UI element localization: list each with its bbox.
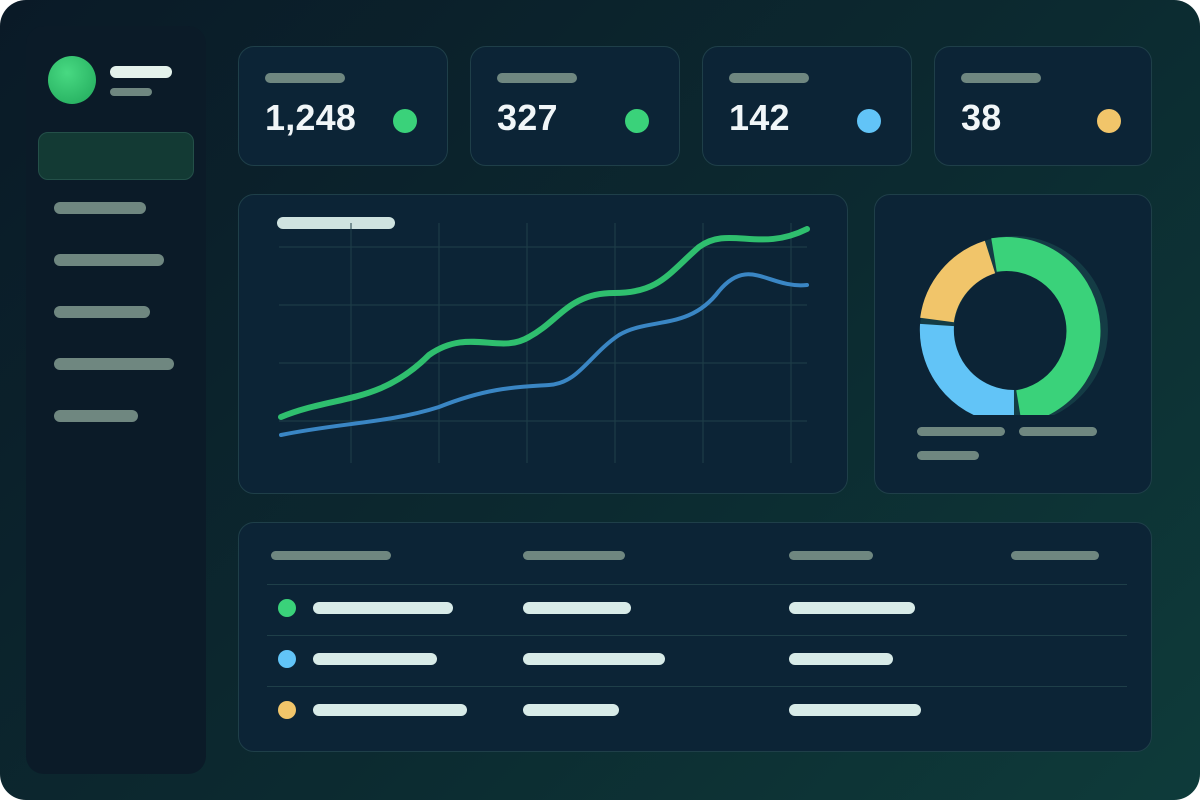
sidebar-item-2[interactable] — [54, 202, 146, 214]
chart-grid — [279, 223, 807, 463]
cell-placeholder — [789, 653, 893, 665]
stat-label-placeholder — [265, 73, 345, 83]
cell-placeholder — [789, 704, 921, 716]
column-header-placeholder — [1011, 551, 1099, 560]
sidebar — [26, 26, 206, 774]
data-table-card — [238, 522, 1152, 752]
sidebar-item-6[interactable] — [54, 410, 138, 422]
row-divider — [267, 686, 1127, 687]
sidebar-item-active[interactable] — [38, 132, 194, 180]
stat-card-2[interactable]: 327 — [470, 46, 680, 166]
series-line-blue — [279, 272, 809, 437]
stat-card-4[interactable]: 38 — [934, 46, 1152, 166]
cell-placeholder — [313, 653, 437, 665]
series-line-green — [278, 226, 810, 420]
status-dot-icon — [278, 701, 296, 719]
status-dot-icon — [1097, 109, 1121, 133]
sidebar-item-5[interactable] — [54, 358, 174, 370]
cell-placeholder — [313, 704, 467, 716]
column-header-placeholder — [789, 551, 873, 560]
user-role-placeholder — [110, 88, 152, 96]
status-dot-icon — [625, 109, 649, 133]
line-chart-card — [238, 194, 848, 494]
status-dot-icon — [278, 599, 296, 617]
cell-placeholder — [523, 653, 665, 665]
cell-placeholder — [523, 704, 619, 716]
sidebar-item-3[interactable] — [54, 254, 164, 266]
stat-value: 327 — [497, 97, 558, 138]
donut-chart-card — [874, 194, 1152, 494]
avatar[interactable] — [48, 56, 96, 104]
cell-placeholder — [313, 602, 453, 614]
stat-value: 1,248 — [265, 97, 357, 138]
donut-segment-green — [991, 237, 1101, 415]
stat-label-placeholder — [729, 73, 809, 83]
status-dot-icon — [393, 109, 417, 133]
column-header-placeholder — [271, 551, 391, 560]
row-divider — [267, 635, 1127, 636]
donut-segment-blue — [919, 323, 1015, 415]
row-divider — [267, 584, 1127, 585]
stat-label-placeholder — [497, 73, 577, 83]
donut-segment-yellow — [920, 240, 996, 324]
line-chart — [278, 223, 810, 463]
stat-value: 142 — [729, 97, 790, 138]
sidebar-item-4[interactable] — [54, 306, 150, 318]
stat-value: 38 — [961, 97, 1002, 138]
stat-card-1[interactable]: 1,248 — [238, 46, 448, 166]
chart-title-placeholder — [277, 217, 395, 229]
legend-item-placeholder — [1019, 427, 1097, 436]
legend-item-placeholder — [917, 451, 979, 460]
column-header-placeholder — [523, 551, 625, 560]
cell-placeholder — [789, 602, 915, 614]
user-name-placeholder — [110, 66, 172, 78]
stat-card-3[interactable]: 142 — [702, 46, 912, 166]
status-dot-icon — [857, 109, 881, 133]
donut-chart — [919, 236, 1108, 415]
cell-placeholder — [523, 602, 631, 614]
status-dot-icon — [278, 650, 296, 668]
legend-item-placeholder — [917, 427, 1005, 436]
stat-label-placeholder — [961, 73, 1041, 83]
